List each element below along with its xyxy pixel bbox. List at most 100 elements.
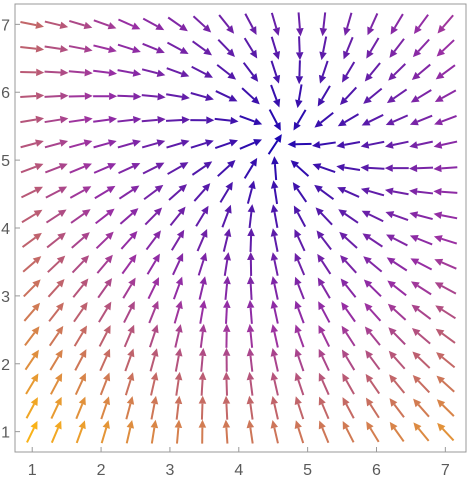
arrow-shaft (95, 212, 109, 225)
arrow-head (103, 325, 111, 334)
arrow-head (319, 51, 327, 61)
arrow-head (30, 420, 38, 430)
arrow-shaft (297, 403, 305, 420)
x-tick-label: 7 (441, 462, 450, 479)
arrow-head (34, 186, 43, 194)
field-arrow (360, 187, 385, 197)
field-arrow (361, 210, 384, 223)
arrow-shaft (225, 427, 229, 444)
arrow-shaft (25, 379, 36, 395)
arrow-head (410, 281, 420, 289)
field-arrow (311, 140, 336, 149)
arrow-head (179, 46, 189, 54)
field-arrow (319, 12, 328, 37)
field-arrow (147, 277, 159, 300)
field-arrow (73, 325, 88, 347)
field-arrow (198, 371, 207, 396)
arrow-head (31, 373, 39, 383)
arrow-head (249, 157, 258, 167)
arrow-shaft (417, 356, 431, 369)
field-arrow (411, 63, 431, 80)
arrow-head (133, 92, 142, 101)
arrow-head (128, 254, 137, 263)
arrow-shaft (298, 60, 301, 77)
arrow-head (81, 209, 91, 217)
field-arrow (294, 229, 306, 252)
arrow-shaft (217, 38, 231, 52)
field-arrow (387, 303, 407, 321)
arrow-head (59, 139, 69, 147)
arrow-shaft (248, 211, 253, 229)
arrow-shaft (190, 142, 207, 149)
arrow-shaft (320, 212, 333, 226)
field-arrow (20, 92, 45, 100)
arrow-head (152, 253, 160, 263)
arrow-shaft (74, 379, 84, 396)
arrow-shaft (369, 403, 380, 419)
arrow-head (226, 25, 235, 34)
arrow-head (315, 207, 324, 216)
arrow-head (108, 115, 118, 124)
field-arrow (198, 419, 207, 444)
arrow-head (80, 278, 89, 288)
field-arrow (117, 139, 141, 149)
arrow-shaft (244, 13, 254, 29)
arrow-head (107, 139, 117, 147)
arrow-head (126, 372, 135, 382)
arrow-shaft (117, 69, 134, 74)
field-arrow (390, 13, 404, 35)
field-arrow (122, 277, 136, 299)
arrow-shaft (368, 114, 384, 123)
arrow-head (287, 140, 296, 149)
field-arrow (222, 371, 231, 396)
arrow-head (365, 373, 374, 383)
arrow-shaft (200, 379, 204, 396)
arrow-head (336, 141, 345, 149)
field-arrow (93, 163, 117, 174)
arrow-shaft (118, 189, 134, 200)
arrow-head (33, 209, 43, 218)
field-arrow (44, 115, 69, 124)
field-arrow (166, 41, 189, 54)
field-arrow (270, 228, 279, 252)
arrow-shaft (26, 427, 35, 443)
x-tick-label: 2 (97, 462, 106, 479)
arrow-head (295, 99, 303, 109)
field-arrow (190, 92, 214, 101)
arrow-shaft (117, 94, 134, 98)
field-arrow (295, 84, 303, 109)
arrow-head (150, 395, 159, 405)
arrow-shaft (441, 261, 457, 270)
arrow-head (104, 254, 113, 264)
arrow-head (83, 163, 92, 171)
arrow-head (434, 282, 444, 290)
arrow-head (222, 419, 231, 428)
arrow-shaft (124, 379, 132, 396)
arrow-head (205, 139, 214, 147)
arrow-shaft (273, 331, 279, 348)
field-arrow (214, 139, 238, 149)
arrow-shaft (392, 213, 409, 221)
arrow-shaft (392, 284, 407, 297)
arrow-shaft (296, 188, 308, 203)
arrow-head (156, 69, 166, 77)
arrow-shaft (200, 355, 204, 372)
arrow-head (152, 277, 159, 286)
arrow-shaft (297, 427, 305, 444)
field-arrow (386, 257, 408, 272)
field-arrow (341, 349, 356, 371)
arrow-shaft (393, 427, 405, 442)
arrow-shaft (297, 331, 305, 348)
arrow-shaft (345, 379, 355, 395)
field-arrow (222, 347, 231, 372)
arrow-shaft (72, 284, 85, 298)
field-arrow (167, 16, 188, 32)
arrow-head (365, 397, 374, 407)
field-arrow (387, 280, 407, 297)
arrow-shaft (270, 60, 278, 77)
arrow-shaft (168, 188, 182, 201)
arrow-shaft (117, 118, 134, 123)
arrow-shaft (417, 63, 431, 76)
field-arrow (141, 139, 166, 149)
field-arrow (343, 36, 354, 60)
